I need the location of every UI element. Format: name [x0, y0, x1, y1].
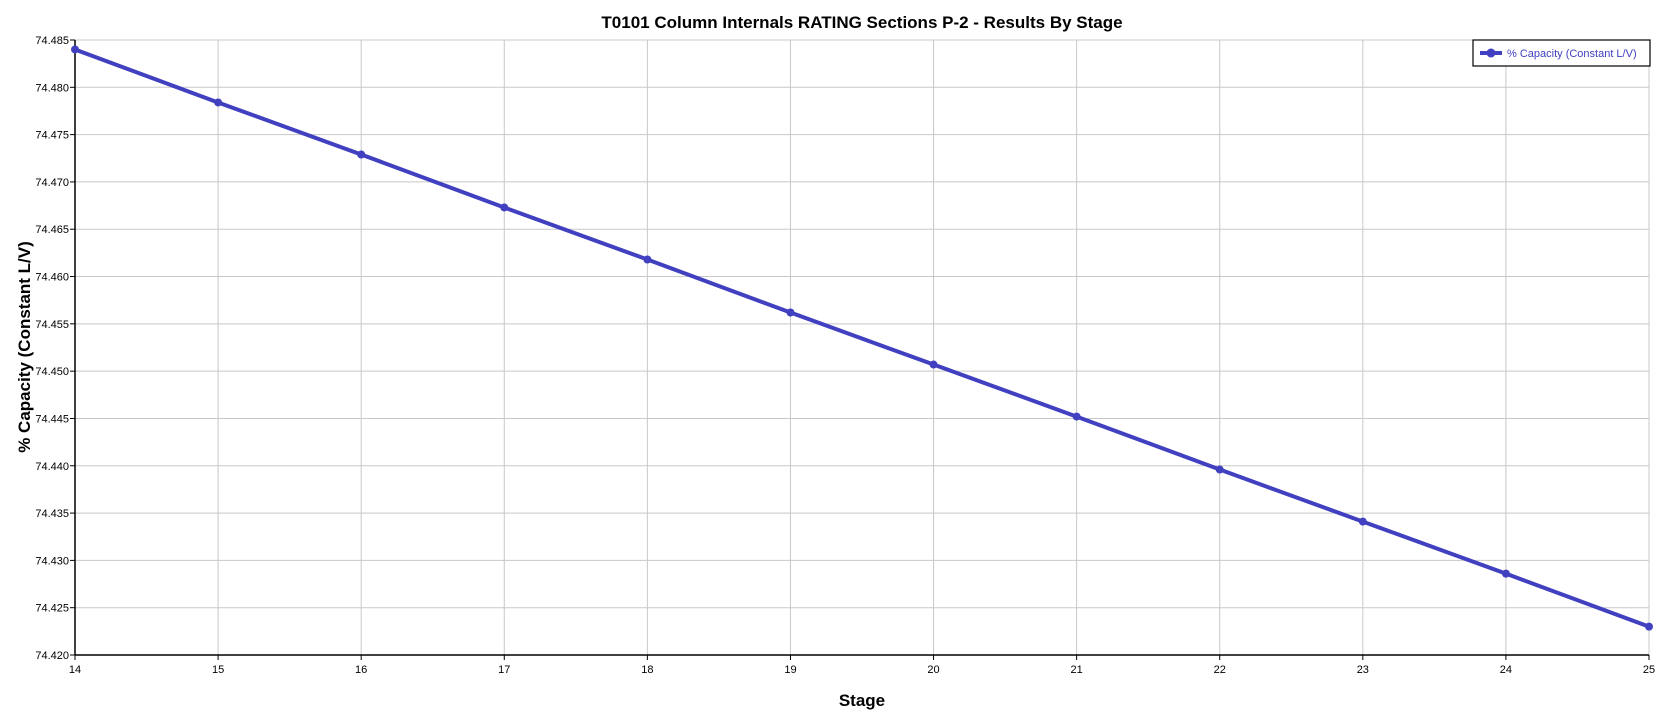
data-point — [214, 98, 223, 107]
y-tick-label: 74.460 — [35, 272, 69, 284]
x-tick-label: 25 — [1643, 664, 1655, 676]
y-tick-label: 74.455 — [35, 319, 69, 331]
data-point — [500, 203, 509, 212]
x-axis-label: Stage — [839, 691, 885, 710]
x-tick-label: 19 — [784, 664, 796, 676]
x-axis-ticks: 14 15 16 17 18 19 20 21 22 23 24 25 — [69, 655, 1655, 676]
legend: % Capacity (Constant L/V) — [1472, 39, 1651, 67]
legend-label: % Capacity (Constant L/V) — [1507, 48, 1637, 60]
y-tick-label: 74.470 — [35, 177, 69, 189]
y-tick-label: 74.435 — [35, 508, 69, 520]
x-tick-label: 18 — [641, 664, 653, 676]
y-tick-label: 74.480 — [35, 82, 69, 94]
series-line — [74, 47, 1650, 629]
x-tick-label: 24 — [1500, 664, 1512, 676]
data-point — [1501, 569, 1510, 578]
x-tick-label: 21 — [1071, 664, 1083, 676]
y-tick-label: 74.465 — [35, 224, 69, 236]
data-point — [786, 308, 795, 317]
data-point — [71, 45, 79, 54]
x-tick-label: 15 — [212, 664, 224, 676]
y-axis-label: % Capacity (Constant L/V) — [15, 241, 34, 453]
data-point — [1645, 622, 1653, 631]
data-point — [357, 150, 366, 159]
data-point — [643, 255, 652, 264]
x-tick-label: 17 — [498, 664, 510, 676]
x-tick-label: 23 — [1357, 664, 1369, 676]
data-point — [1358, 517, 1367, 526]
x-tick-label: 22 — [1214, 664, 1226, 676]
y-tick-label: 74.450 — [35, 366, 69, 378]
y-tick-label: 74.440 — [35, 461, 69, 473]
y-tick-label: 74.430 — [35, 555, 69, 567]
y-tick-label: 74.485 — [35, 35, 69, 47]
data-point — [1215, 465, 1224, 474]
series — [71, 45, 1653, 631]
grid — [74, 39, 1650, 656]
x-tick-label: 14 — [69, 664, 81, 676]
y-tick-label: 74.425 — [35, 603, 69, 615]
x-tick-label: 16 — [355, 664, 367, 676]
y-tick-label: 74.445 — [35, 413, 69, 425]
data-point — [1072, 412, 1081, 421]
legend-swatch-marker — [1486, 48, 1496, 58]
x-tick-label: 20 — [927, 664, 939, 676]
legend-box — [1472, 39, 1651, 67]
y-tick-label: 74.420 — [35, 650, 69, 662]
data-point — [929, 360, 938, 369]
y-tick-label: 74.475 — [35, 130, 69, 142]
chart-title: T0101 Column Internals RATING Sections P… — [601, 13, 1122, 32]
y-axis-ticks: 74.420 74.425 74.430 74.435 74.440 74.445 74.4… — [35, 35, 75, 662]
